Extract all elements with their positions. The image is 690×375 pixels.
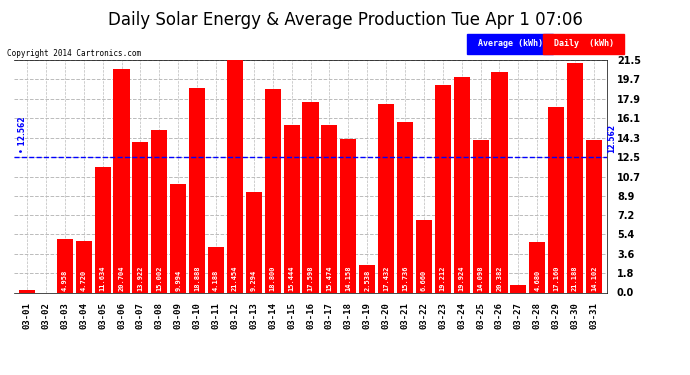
- Bar: [246, 192, 262, 292]
- Text: 14.158: 14.158: [345, 266, 351, 291]
- Text: Daily  (kWh): Daily (kWh): [549, 39, 618, 48]
- Text: Daily Solar Energy & Average Production Tue Apr 1 07:06: Daily Solar Energy & Average Production …: [108, 11, 582, 29]
- Bar: [57, 239, 73, 292]
- Text: 11.634: 11.634: [99, 266, 106, 291]
- Bar: [548, 107, 564, 292]
- Text: 4.188: 4.188: [213, 270, 219, 291]
- Text: 18.888: 18.888: [194, 266, 200, 291]
- Bar: [132, 142, 148, 292]
- Bar: [76, 242, 92, 292]
- Text: 17.432: 17.432: [383, 266, 389, 291]
- Bar: [95, 167, 110, 292]
- Text: 12.562: 12.562: [607, 124, 616, 153]
- Text: 9.294: 9.294: [250, 270, 257, 291]
- Text: 4.720: 4.720: [81, 270, 87, 291]
- Bar: [265, 89, 281, 292]
- Bar: [284, 126, 299, 292]
- Text: 20.382: 20.382: [497, 266, 502, 291]
- Text: 2.538: 2.538: [364, 270, 371, 291]
- Bar: [227, 60, 243, 292]
- Bar: [340, 140, 356, 292]
- Text: 14.102: 14.102: [591, 266, 597, 291]
- Bar: [567, 63, 583, 292]
- Bar: [473, 140, 489, 292]
- Text: 21.188: 21.188: [572, 266, 578, 291]
- Bar: [511, 285, 526, 292]
- Text: 13.922: 13.922: [137, 266, 144, 291]
- Text: 19.924: 19.924: [459, 266, 464, 291]
- Text: 14.098: 14.098: [477, 266, 484, 291]
- Bar: [378, 104, 394, 292]
- Text: 15.736: 15.736: [402, 266, 408, 291]
- Bar: [170, 184, 186, 292]
- Text: 15.474: 15.474: [326, 266, 333, 291]
- Text: 17.598: 17.598: [308, 266, 313, 291]
- Text: Copyright 2014 Cartronics.com: Copyright 2014 Cartronics.com: [7, 49, 141, 58]
- Text: 4.958: 4.958: [62, 270, 68, 291]
- Bar: [208, 247, 224, 292]
- Text: 21.454: 21.454: [232, 266, 238, 291]
- Text: • 12.562: • 12.562: [17, 117, 27, 153]
- Text: 17.160: 17.160: [553, 266, 559, 291]
- Bar: [113, 69, 130, 292]
- Text: 9.994: 9.994: [175, 270, 181, 291]
- Bar: [529, 242, 545, 292]
- Text: Average (kWh): Average (kWh): [473, 39, 548, 48]
- Text: 15.444: 15.444: [288, 266, 295, 291]
- Text: 20.704: 20.704: [119, 266, 124, 291]
- Text: 19.212: 19.212: [440, 266, 446, 291]
- Bar: [491, 72, 508, 292]
- Text: 18.800: 18.800: [270, 266, 276, 291]
- Bar: [359, 265, 375, 292]
- Bar: [322, 125, 337, 292]
- Bar: [151, 130, 168, 292]
- Bar: [19, 290, 35, 292]
- Bar: [397, 122, 413, 292]
- Bar: [416, 220, 432, 292]
- Bar: [435, 85, 451, 292]
- Text: 15.002: 15.002: [157, 266, 162, 291]
- Bar: [189, 88, 205, 292]
- Bar: [453, 77, 470, 292]
- Text: 4.680: 4.680: [534, 270, 540, 291]
- Bar: [586, 140, 602, 292]
- Bar: [302, 102, 319, 292]
- Text: 6.660: 6.660: [421, 270, 427, 291]
